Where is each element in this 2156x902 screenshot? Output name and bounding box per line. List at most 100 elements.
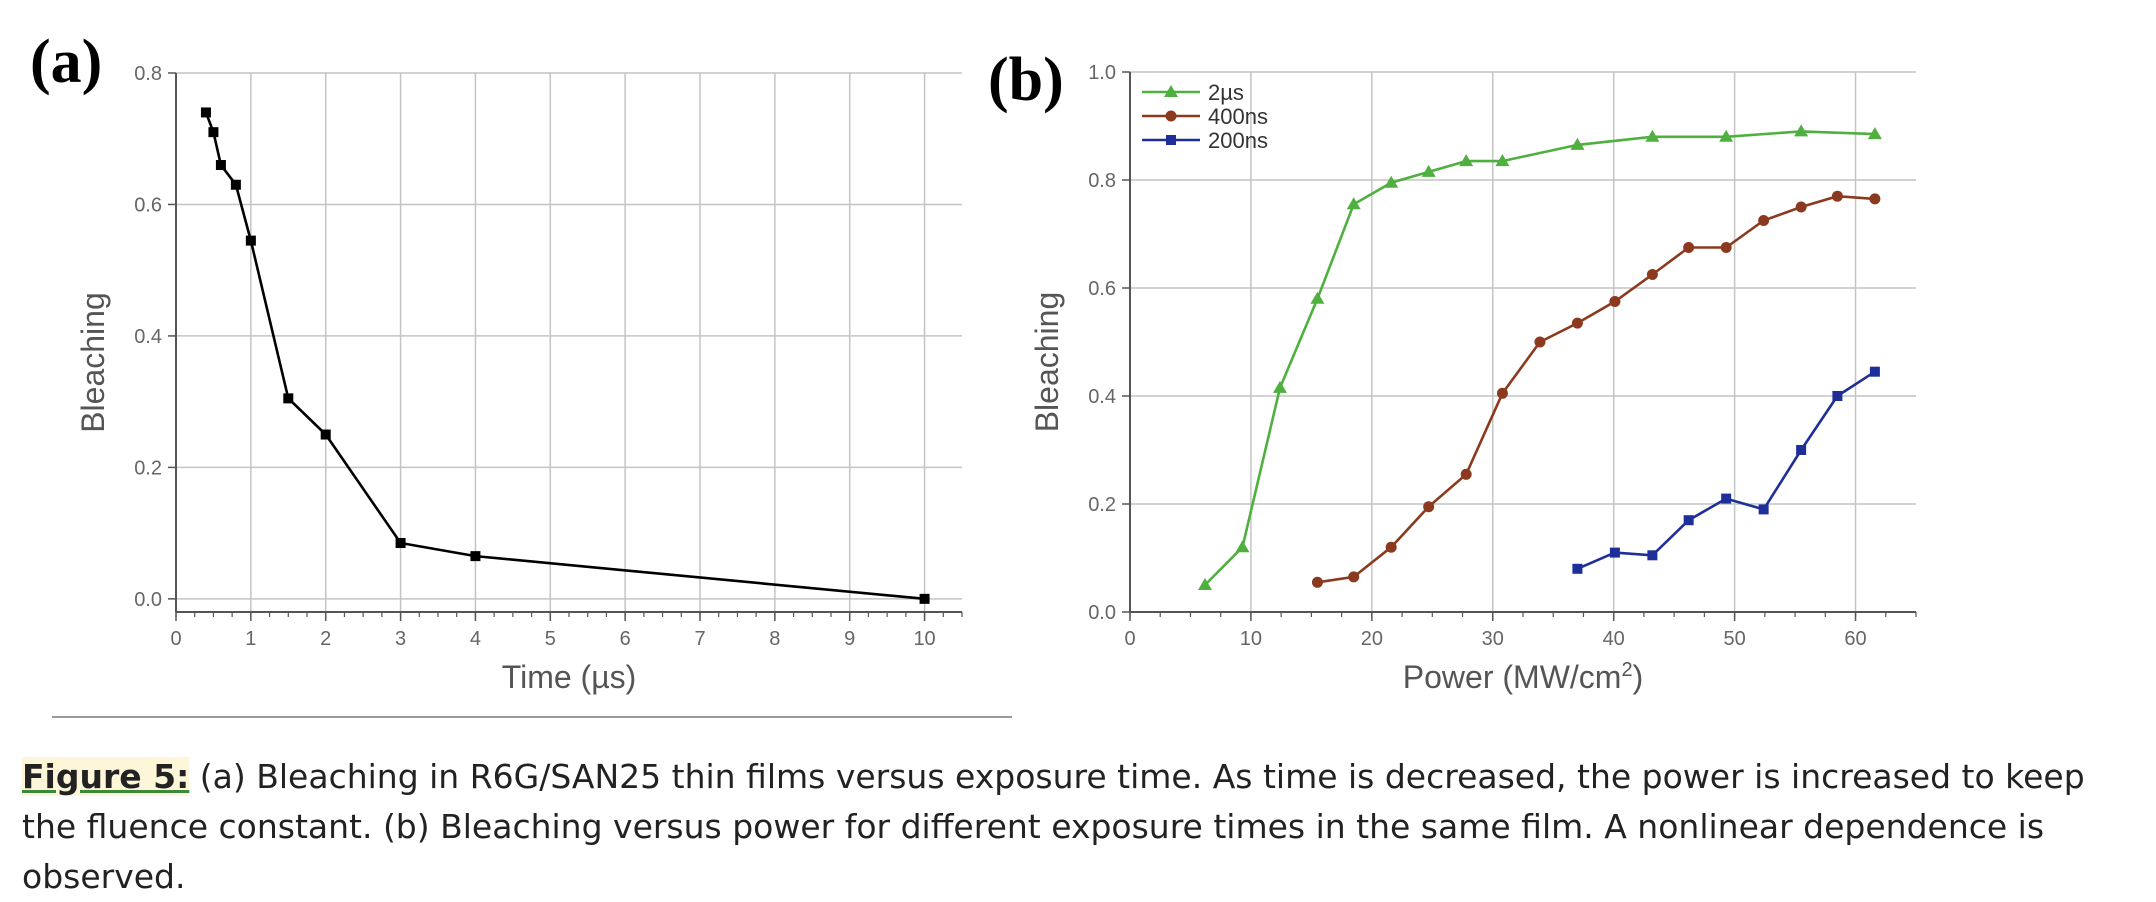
data-point-data <box>470 551 481 562</box>
legend-label-2-s: 2µs <box>1208 80 1244 105</box>
caption-text: (a) Bleaching in R6G/SAN25 thin films ve… <box>22 757 2085 896</box>
y-tick-label: 0.0 <box>134 589 162 611</box>
data-point-400ns <box>1683 242 1695 253</box>
x-tick-label: 4 <box>470 628 481 650</box>
data-point-400ns <box>1795 201 1807 213</box>
data-point-data <box>208 127 219 138</box>
data-point-400ns <box>1460 468 1472 480</box>
data-point-400ns <box>1534 336 1546 348</box>
y-tick-label: 0.8 <box>1088 170 1116 192</box>
y-tick-label: 0.2 <box>1088 494 1116 516</box>
data-point-data <box>320 429 331 440</box>
series-line-2-s <box>1204 130 1875 586</box>
panel-a-label: (a) <box>30 28 102 96</box>
y-tick-label: 0.8 <box>134 63 162 85</box>
data-point-data <box>200 107 211 118</box>
x-tick-label: 5 <box>545 628 556 650</box>
y-tick-label: 0.4 <box>1088 386 1116 408</box>
x-tick-label: 1 <box>245 628 256 650</box>
data-point-data <box>215 160 226 171</box>
x-tick-label: 2 <box>320 628 331 650</box>
data-point-2-s <box>1495 154 1510 167</box>
data-point-200ns <box>1647 550 1658 561</box>
data-point-200ns <box>1869 366 1880 377</box>
x-axis-title-superscript: 2 <box>1621 659 1632 681</box>
x-tick-label: 6 <box>620 628 631 650</box>
data-point-data <box>230 179 241 190</box>
data-point-200ns <box>1832 391 1843 401</box>
data-point-400ns <box>1831 190 1843 202</box>
data-point-2-s <box>1570 137 1585 150</box>
x-tick-label: 8 <box>769 628 780 650</box>
data-point-200ns <box>1609 547 1620 558</box>
data-point-200ns <box>1796 445 1807 455</box>
data-point-data <box>283 393 294 404</box>
legend-marker-2-s <box>1164 85 1178 97</box>
y-tick-label: 0.0 <box>1088 602 1116 624</box>
x-tick-label: 3 <box>395 628 406 650</box>
data-point-2-s <box>1645 129 1660 142</box>
y-tick-label: 1.0 <box>1088 62 1116 84</box>
x-tick-label: 0 <box>170 628 181 650</box>
data-point-400ns <box>1646 269 1658 280</box>
x-tick-label: 0 <box>1124 628 1135 650</box>
y-tick-label: 0.6 <box>134 194 162 216</box>
data-point-data <box>395 537 406 548</box>
chart-a-bleaching-vs-time: 0 1 2 3 4 5 6 7 8 9 10 0.0 0.2 0.4 0.6 0.8 Time (µs) Blea… <box>75 63 963 695</box>
y-tick-label: 0.2 <box>134 457 162 479</box>
data-point-200ns <box>1758 504 1769 515</box>
y-tick-label: 0.4 <box>134 326 162 348</box>
legend-label-400ns: 400ns <box>1208 104 1268 129</box>
data-point-2-s <box>1272 380 1287 393</box>
figure-caption: Figure 5: (a) Bleaching in R6G/SAN25 thi… <box>22 752 2142 902</box>
data-point-2-s <box>1867 127 1882 140</box>
figure-5: (a) 0 1 2 3 4 5 6 7 8 9 10 0.0 0.2 0.4 0.6 0.8 Time (µs)… <box>30 28 1917 718</box>
data-point-200ns <box>1721 493 1732 504</box>
x-axis-title: Power (MW/cm2) <box>1403 659 1643 695</box>
chart-b-bleaching-vs-power: 0 10 20 30 40 50 60 0.0 0.2 0.4 0.6 0.8 1.0 Power (MW… <box>1029 62 1917 695</box>
data-point-2-s <box>1346 197 1361 210</box>
y-axis-title: Bleaching <box>1029 292 1065 433</box>
x-tick-label: 40 <box>1603 628 1625 650</box>
caption-label: Figure 5: <box>22 757 190 796</box>
data-point-400ns <box>1385 541 1397 553</box>
data-point-400ns <box>1348 571 1360 583</box>
series-line-400ns <box>1317 194 1875 584</box>
data-point-2-s <box>1235 540 1250 553</box>
data-point-2-s <box>1794 124 1809 137</box>
legend-label-200ns: 200ns <box>1208 128 1268 153</box>
data-point-data <box>919 593 930 604</box>
x-tick-label: 10 <box>913 628 935 650</box>
x-tick-label: 60 <box>1844 628 1866 650</box>
x-tick-label: 50 <box>1723 628 1745 650</box>
data-point-2-s <box>1384 175 1399 188</box>
data-point-400ns <box>1571 317 1583 329</box>
data-point-400ns <box>1758 215 1770 226</box>
panel-b-label: (b) <box>988 46 1064 114</box>
data-point-2-s <box>1310 291 1325 304</box>
legend-marker-400ns <box>1165 110 1177 122</box>
data-point-data <box>245 235 256 246</box>
data-point-400ns <box>1311 576 1323 588</box>
series-line-data <box>204 111 925 601</box>
data-point-2-s <box>1421 164 1436 177</box>
data-point-400ns <box>1869 193 1881 205</box>
data-point-2-s <box>1719 129 1734 142</box>
data-point-2-s <box>1459 154 1474 167</box>
data-point-400ns <box>1609 296 1621 307</box>
x-tick-label: 30 <box>1482 628 1504 650</box>
legend-marker-200ns <box>1166 135 1176 145</box>
y-tick-label: 0.6 <box>1088 278 1116 300</box>
x-tick-label: 20 <box>1361 628 1383 650</box>
data-point-200ns <box>1683 515 1694 526</box>
x-axis-title: Time (µs) <box>502 659 637 695</box>
data-point-400ns <box>1720 242 1732 253</box>
x-axis-title-end: ) <box>1633 659 1644 695</box>
x-tick-label: 7 <box>694 628 705 650</box>
y-axis-title: Bleaching <box>75 292 111 433</box>
x-tick-label: 9 <box>844 628 855 650</box>
x-tick-label: 10 <box>1240 628 1262 650</box>
data-point-400ns <box>1423 501 1435 513</box>
data-point-2-s <box>1197 578 1212 590</box>
data-point-200ns <box>1572 563 1583 574</box>
